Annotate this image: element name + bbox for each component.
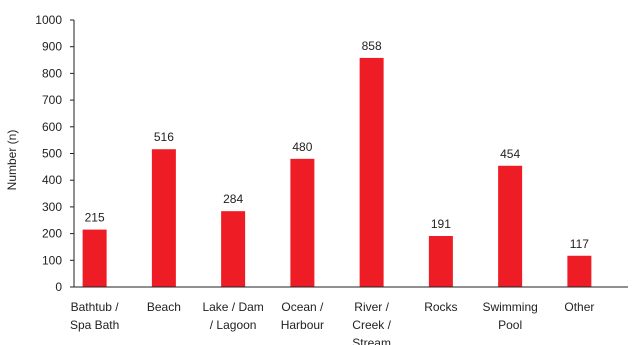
data-label: 284: [223, 192, 243, 206]
data-label: 480: [292, 140, 312, 154]
bar: [359, 57, 384, 287]
y-tick-label: 300: [42, 200, 62, 214]
bar: [151, 149, 176, 287]
bar: [221, 211, 246, 287]
x-tick-label: Harbour: [281, 318, 324, 332]
x-tick-label: / Lagoon: [210, 318, 257, 332]
y-tick-label: 800: [42, 66, 62, 80]
bar: [82, 229, 107, 287]
x-tick-label: Other: [564, 300, 594, 314]
x-tick-label: Spa Bath: [70, 318, 119, 332]
x-tick-label: Rocks: [424, 300, 457, 314]
x-tick-label: Bathtub /: [71, 300, 120, 314]
x-tick-label: Swimming: [482, 300, 537, 314]
bar: [428, 236, 453, 287]
y-tick-label: 600: [42, 120, 62, 134]
y-axis-title: Number (n): [5, 130, 19, 191]
x-tick-label: Beach: [147, 300, 181, 314]
x-tick-label: Stream: [352, 336, 391, 345]
y-tick-label: 900: [42, 40, 62, 54]
y-tick-label: 500: [42, 147, 62, 161]
bar: [498, 165, 523, 287]
y-tick-label: 0: [55, 280, 62, 294]
bar: [290, 158, 315, 287]
y-tick-label: 1000: [35, 13, 62, 27]
data-label: 454: [500, 147, 520, 161]
data-label: 117: [570, 237, 589, 251]
x-tick-label: Ocean /: [281, 300, 324, 314]
data-label: 516: [154, 130, 174, 144]
data-label: 858: [362, 39, 382, 53]
data-label: 191: [431, 217, 451, 231]
x-tick-label: Pool: [498, 318, 522, 332]
y-tick-label: 200: [42, 227, 62, 241]
x-tick-label: Lake / Dam: [202, 300, 263, 314]
y-tick-label: 100: [42, 253, 62, 267]
y-tick-label: 400: [42, 173, 62, 187]
data-label: 215: [85, 211, 105, 225]
bar: [567, 255, 592, 287]
x-tick-label: River /: [354, 300, 389, 314]
x-tick-label: Creek /: [352, 318, 391, 332]
y-tick-label: 700: [42, 93, 62, 107]
